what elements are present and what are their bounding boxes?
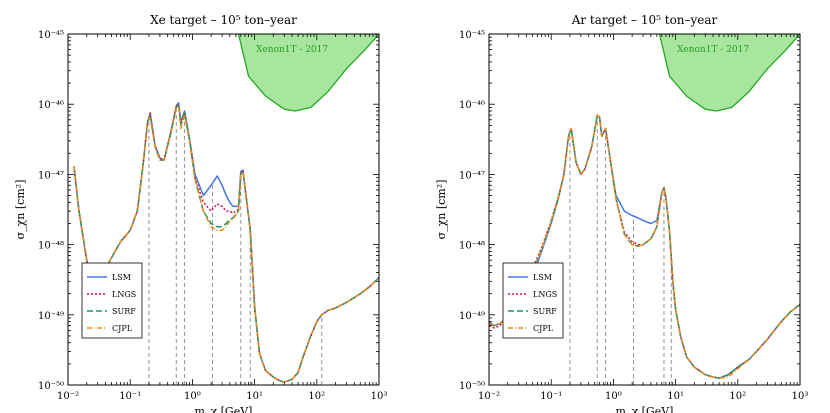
chart-title: Xe target – 10⁵ ton–year — [150, 13, 297, 27]
legend-box — [81, 262, 143, 339]
x-tick-label: 10⁻² — [478, 391, 500, 402]
series-cjpl-line — [489, 114, 800, 379]
y-tick-label: 10⁻⁴⁷ — [38, 170, 64, 181]
y-tick-label: 10⁻⁴⁸ — [459, 241, 485, 252]
legend-label-lsm: LSM — [112, 273, 131, 282]
x-tick-label: 10⁰ — [184, 391, 201, 402]
xenon1t-exclusion-boundary — [658, 34, 800, 112]
y-tick-label: 10⁻⁴⁶ — [38, 100, 64, 111]
series-surf-line — [489, 114, 800, 379]
xenon1t-label: Xenon1T - 2017 — [677, 45, 749, 55]
xenon1t-exclusion-boundary — [237, 34, 379, 112]
legend-label-lngs: LNGS — [533, 290, 557, 299]
legend-label-surf: SURF — [112, 307, 136, 316]
x-tick-label: 10³ — [792, 391, 809, 402]
x-tick-label: 10² — [729, 391, 746, 402]
y-tick-label: 10⁻⁴⁷ — [459, 170, 485, 181]
xenon1t-exclusion-region — [238, 34, 379, 111]
series-lsm-line — [489, 114, 800, 379]
x-tick-label: 10¹ — [667, 391, 684, 402]
legend-label-surf: SURF — [533, 307, 557, 316]
legend: LSM LNGS SURF CJPL — [502, 262, 564, 339]
y-tick-label: 10⁻⁴⁸ — [38, 241, 64, 252]
xenon1t-label: Xenon1T - 2017 — [256, 45, 328, 55]
x-tick-label: 10¹ — [246, 391, 263, 402]
series-lngs-line — [489, 114, 800, 379]
legend-box — [502, 262, 564, 339]
x-tick-label: 10⁻¹ — [540, 391, 562, 402]
x-tick-label: 10² — [308, 391, 325, 402]
y-tick-label: 10⁻⁴⁶ — [459, 100, 485, 111]
legend-label-cjpl: CJPL — [533, 324, 554, 333]
legend-label-cjpl: CJPL — [112, 324, 133, 333]
y-tick-label: 10⁻⁴⁹ — [38, 311, 64, 322]
series-cjpl-line — [73, 105, 379, 383]
y-axis-label: σ_χn [cm²] — [435, 180, 448, 240]
chart-panel-2: Xenon1T - 2017 10⁻² 10⁻¹ 10⁰ 10¹ 10² 10³ 10⁻⁵⁰ 1… — [435, 13, 808, 413]
x-tick-label: 10⁻¹ — [119, 391, 141, 402]
x-tick-label: 10⁰ — [605, 391, 622, 402]
xenon1t-exclusion-region — [659, 34, 800, 111]
y-axis-label: σ_χn [cm²] — [14, 180, 27, 240]
x-axis-label: m_χ [GeV] — [616, 405, 674, 413]
y-tick-label: 10⁻⁴⁹ — [459, 311, 485, 322]
legend-label-lngs: LNGS — [112, 290, 136, 299]
y-tick-label: 10⁻⁴⁵ — [459, 30, 485, 41]
chart-title: Ar target – 10⁵ ton–year — [571, 13, 718, 27]
plot-frame — [67, 33, 380, 386]
y-tick-label: 10⁻⁵⁰ — [38, 381, 64, 392]
legend: LSM LNGS SURF CJPL — [81, 262, 143, 339]
plot-frame — [488, 33, 801, 386]
y-tick-label: 10⁻⁴⁵ — [38, 30, 64, 41]
x-tick-label: 10³ — [371, 391, 388, 402]
x-tick-label: 10⁻² — [57, 391, 79, 402]
legend-label-lsm: LSM — [533, 273, 552, 282]
chart-panel-1: Xenon1T - 2017 10⁻² 10⁻¹ 10⁰ 10¹ 10² 10³ 10⁻⁵⁰ 1… — [14, 13, 387, 413]
x-axis-label: m_χ [GeV] — [195, 405, 253, 413]
y-tick-label: 10⁻⁵⁰ — [459, 381, 485, 392]
